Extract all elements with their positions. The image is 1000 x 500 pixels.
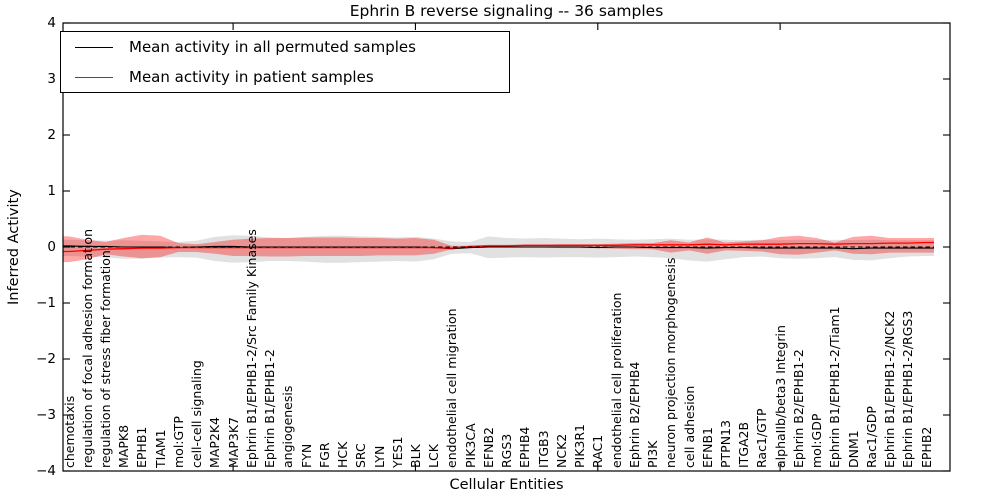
x-category-label: MAP3K7 — [225, 417, 241, 468]
x-category-label: Ephrin B1/EPHB1-2/RGS3 — [900, 310, 916, 468]
x-category-label: RAC1 — [590, 434, 606, 468]
x-category-label: Ephrin B2/EPHB4 — [626, 361, 642, 468]
x-category-label: Ephrin B1/EPHB1-2/Tiam1 — [827, 306, 843, 468]
x-category-label: BLK — [407, 444, 423, 468]
x-category-label: EPHB4 — [517, 426, 533, 468]
legend-item: Mean activity in all permuted samples — [75, 33, 509, 61]
x-category-label: angiogenesis — [280, 385, 296, 468]
permuted-range-band — [63, 235, 934, 263]
y-tick-label: 0 — [47, 239, 56, 255]
x-category-label: Ephrin B1/EPHB1-2/NCK2 — [882, 310, 897, 468]
x-category-label: PTPN13 — [717, 420, 733, 468]
x-category-label: MAPK8 — [116, 424, 132, 468]
y-tick-label: −4 — [36, 463, 56, 479]
y-tick-label: 4 — [47, 15, 56, 31]
x-category-label: TIAM1 — [152, 429, 168, 468]
legend-line-patient-icon — [75, 76, 113, 78]
x-category-label: regulation of focal adhesion formation — [79, 229, 95, 468]
y-tick-label: 2 — [47, 127, 56, 143]
x-category-label: cell adhesion — [681, 385, 697, 468]
x-category-label: HCK — [335, 441, 350, 468]
x-category-label: endothelial cell proliferation — [608, 292, 624, 468]
x-category-label: chemotaxis — [61, 395, 77, 468]
x-category-label: EPHB1 — [134, 426, 150, 468]
x-category-label: Rac1/GDP — [863, 406, 879, 468]
x-category-label: MAP2K4 — [207, 417, 223, 468]
x-category-label: NCK2 — [553, 433, 569, 468]
legend-label: Mean activity in patient samples — [129, 68, 374, 86]
x-category-label: Ephrin B1/EPHB1-2/Src Family Kinases — [243, 229, 259, 468]
x-category-label: SRC — [353, 443, 369, 468]
x-category-label: FYN — [298, 443, 314, 468]
x-category-label: RGS3 — [499, 433, 515, 468]
patient-mean-line — [62, 241, 934, 253]
legend-label: Mean activity in all permuted samples — [129, 38, 416, 56]
x-category-label: PI3K — [645, 440, 660, 468]
chart-title: Ephrin B reverse signaling -- 36 samples — [349, 2, 664, 20]
x-category-label: ITGA2B — [736, 421, 752, 468]
y-tick-label: −3 — [36, 407, 56, 423]
x-axis-label: Cellular Entities — [449, 477, 564, 493]
x-category-label: LYN — [371, 445, 387, 468]
x-category-label: Ephrin B2/EPHB1-2 — [790, 349, 806, 468]
x-category-label: neuron projection morphogenesis — [663, 257, 679, 468]
x-category-label: regulation of stress fiber formation — [98, 250, 113, 468]
x-category-label: DNM1 — [845, 430, 861, 468]
y-tick-label: 3 — [47, 71, 56, 87]
y-tick-label: −2 — [36, 351, 56, 367]
x-category-label: cell-cell signaling — [189, 360, 205, 468]
x-category-label: mol:GTP — [170, 416, 186, 468]
x-category-label: alphaIIb/beta3 Integrin — [772, 325, 788, 468]
x-category-label: mol:GDP — [809, 413, 825, 468]
x-category-label: PIK3R1 — [572, 423, 588, 468]
x-category-label: PIK3CA — [462, 423, 478, 468]
x-category-label: Rac1/GTP — [754, 408, 770, 468]
x-category-label: YES1 — [389, 436, 405, 468]
patient-range-band — [63, 234, 934, 263]
y-tick-label: −1 — [36, 295, 56, 311]
legend-line-permuted-icon — [75, 46, 113, 48]
x-category-label: EFNB2 — [480, 427, 496, 468]
x-category-label: FGR — [316, 442, 332, 468]
x-category-label: EPHB2 — [918, 426, 934, 468]
x-category-label: endothelial cell migration — [444, 308, 460, 468]
x-category-label: Ephrin B1/EPHB1-2 — [262, 349, 278, 468]
x-category-label: EFNB1 — [699, 427, 715, 468]
legend-item: Mean activity in patient samples — [75, 63, 509, 91]
legend: Mean activity in all permuted samples Mea… — [60, 31, 510, 93]
x-category-label: ITGB3 — [535, 430, 551, 468]
y-tick-label: 1 — [47, 183, 56, 199]
x-category-label: LCK — [426, 444, 442, 468]
